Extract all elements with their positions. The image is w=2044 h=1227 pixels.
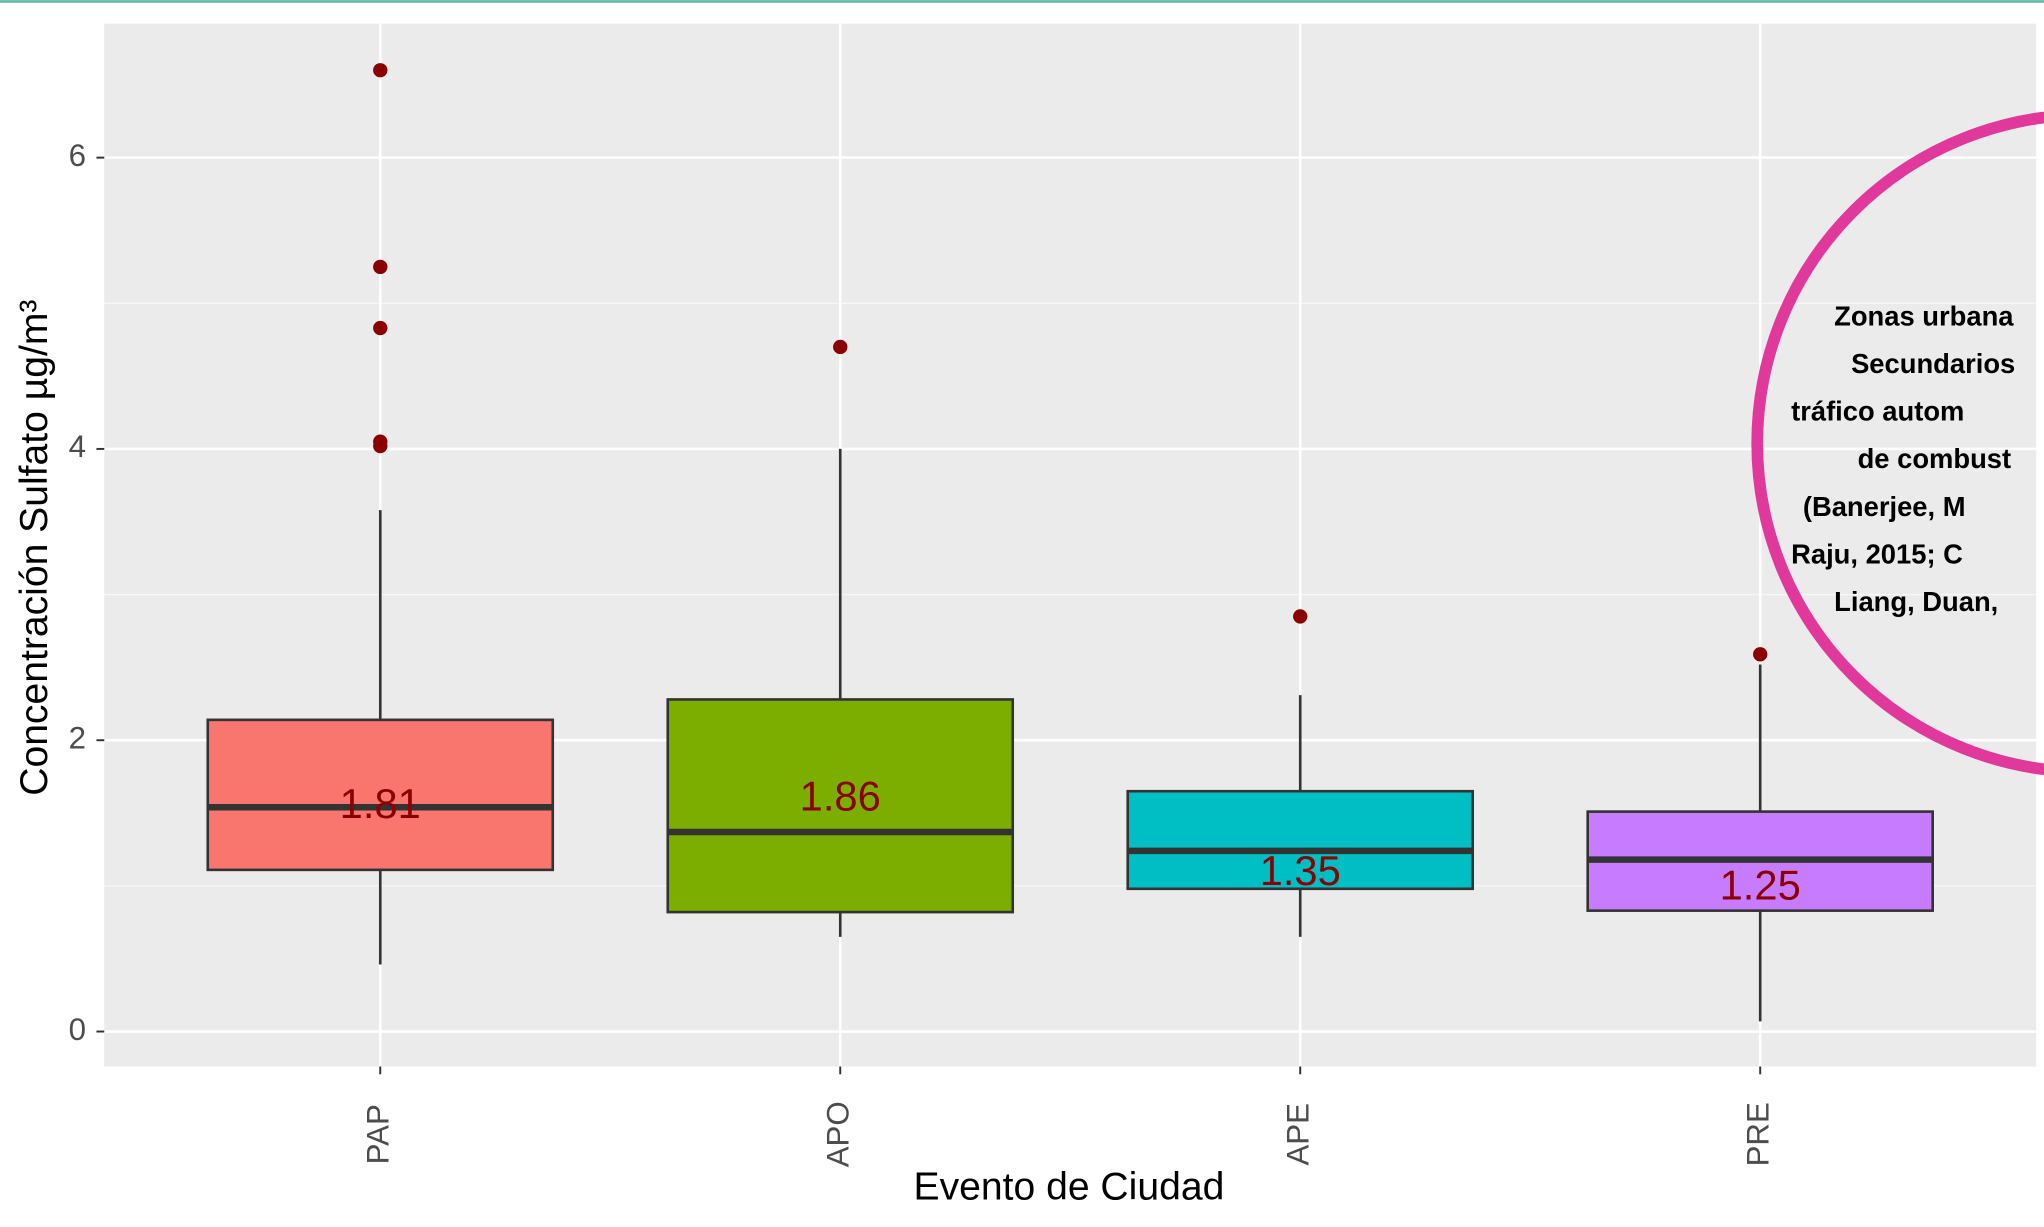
mean-label: 1.25 bbox=[1720, 862, 1801, 909]
mean-label: 1.35 bbox=[1260, 847, 1341, 894]
outlier bbox=[373, 439, 387, 453]
outlier bbox=[373, 63, 387, 77]
x-tick-label: PAP bbox=[361, 1104, 396, 1164]
y-tick-label: 2 bbox=[69, 720, 86, 755]
y-tick-label: 0 bbox=[69, 1012, 86, 1047]
annotation-line: (Banerjee, M bbox=[1803, 491, 1966, 522]
annotation-line: Liang, Duan, bbox=[1834, 586, 1998, 617]
annotation-line: de combust bbox=[1858, 443, 2012, 474]
plot: 1.81 1.86 1.35 1.25 Zonas urbana Secundarios t… bbox=[104, 24, 2044, 1067]
annotation-line: Zonas urbana bbox=[1834, 300, 2014, 331]
x-axis-title: Evento de Ciudad bbox=[914, 1165, 1225, 1208]
outlier bbox=[1753, 647, 1767, 661]
outlier bbox=[833, 340, 847, 354]
x-tick-label: APO bbox=[821, 1101, 856, 1167]
x-tick-label: PRE bbox=[1740, 1102, 1775, 1166]
outlier bbox=[1293, 609, 1307, 623]
annotation-line: Secundarios bbox=[1851, 348, 2015, 379]
page: {"chart_data": {"type": "box", "x_label"… bbox=[0, 0, 2044, 1227]
annotation-line: tráfico autom bbox=[1791, 396, 1964, 427]
mean-label: 1.81 bbox=[340, 780, 421, 827]
chart: 1.81 1.86 1.35 1.25 Zonas urbana Secundarios t… bbox=[0, 0, 2044, 1227]
outlier bbox=[373, 260, 387, 274]
x-tick-label: APE bbox=[1280, 1103, 1315, 1166]
y-axis-title: Concentración Sulfato µg/m³ bbox=[13, 300, 56, 796]
outlier bbox=[373, 321, 387, 335]
mean-label: 1.86 bbox=[800, 773, 881, 820]
top-rule bbox=[0, 0, 2044, 3]
annotation-line: Raju, 2015; C bbox=[1791, 538, 1963, 569]
y-tick-label: 6 bbox=[69, 138, 86, 173]
y-tick-label: 4 bbox=[69, 429, 86, 464]
